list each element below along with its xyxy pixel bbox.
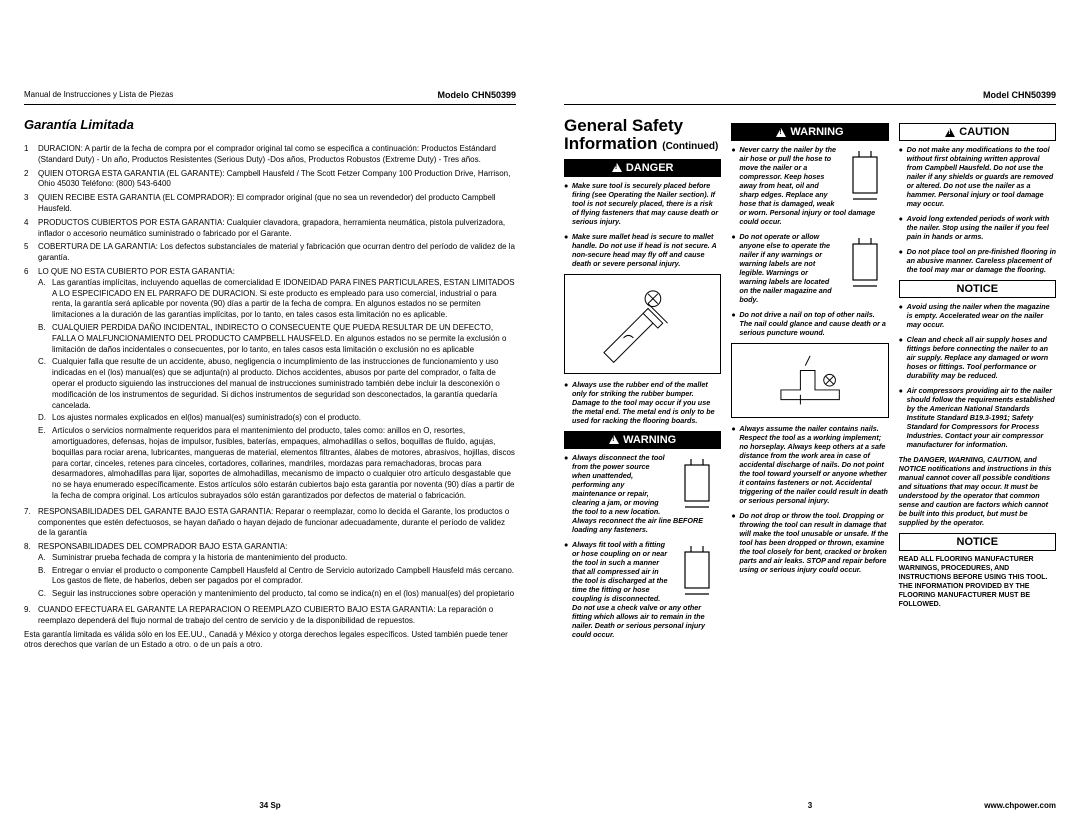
notice-paragraph: The DANGER, WARNING, CAUTION, and NOTICE…	[899, 455, 1056, 527]
title-line2: Information	[564, 134, 658, 153]
warranty-heading: Garantía Limitada	[24, 117, 516, 132]
warranty-item: 8.RESPONSABILIDADES DEL COMPRADOR BAJO E…	[24, 542, 516, 602]
warranty-item: 3QUIEN RECIBE ESTA GARANTIA (EL COMPRADO…	[24, 193, 516, 215]
warning-triangle-icon	[776, 128, 786, 137]
warranty-subitem: C.Seguir las instrucciones sobre operaci…	[38, 589, 516, 600]
model-label-left: Modelo CHN50399	[437, 90, 516, 100]
safety-bullet: ●Air compressors providing air to the na…	[899, 386, 1056, 449]
notice-allcaps: READ ALL FLOORING MANUFACTURER WARNINGS,…	[899, 555, 1056, 610]
warning-label-1: WARNING	[623, 434, 676, 446]
col-3: CAUTION ●Do not make any modifications t…	[899, 117, 1056, 645]
warranty-subitem: C.Cualquier falla que resulte de un acci…	[38, 357, 516, 411]
danger-label: DANGER	[626, 162, 674, 174]
safety-bullet: ●Always use the rubber end of the mallet…	[564, 380, 721, 425]
inline-illustration	[841, 145, 889, 205]
safety-bullet: ●Avoid long extended periods of work wit…	[899, 214, 1056, 241]
warning-triangle-icon	[609, 435, 619, 444]
inline-illustration	[673, 453, 721, 513]
col-1: General Safety Information (Continued) D…	[564, 117, 721, 645]
warranty-closing: Esta garantía limitada es válida sólo en…	[24, 630, 516, 652]
warranty-item: 1DURACION: A partir de la fecha de compr…	[24, 144, 516, 166]
safety-bullet: ●Always assume the nailer contains nails…	[731, 424, 888, 505]
notice-label-2: NOTICE	[957, 536, 999, 548]
col3-caution-list: ●Do not make any modifications to the to…	[899, 145, 1056, 274]
warranty-item: 6LO QUE NO ESTA CUBIERTO POR ESTA GARANT…	[24, 267, 516, 504]
page-number-right: 3	[808, 801, 812, 810]
safety-bullet: ●Do not make any modifications to the to…	[899, 145, 1056, 208]
safety-bullet: ●Do not drive a nail on top of other nai…	[731, 310, 888, 337]
safety-bullet: ●Always fit tool with a fitting or hose …	[564, 540, 721, 639]
illustration-nailer	[731, 343, 888, 418]
manual-title: Manual de Instrucciones y Lista de Pieza…	[24, 90, 173, 100]
warning-box-1: WARNING	[564, 431, 721, 449]
caution-box: CAUTION	[899, 123, 1056, 141]
warranty-subitem: B.CUALQUIER PERDIDA DAÑO INCIDENTAL, IND…	[38, 323, 516, 355]
warranty-subitem: E.Artículos o servicios normalmente requ…	[38, 426, 516, 502]
warranty-list: 1DURACION: A partir de la fecha de compr…	[24, 144, 516, 627]
safety-bullet: ●Do not drop or throw the tool. Dropping…	[731, 511, 888, 574]
warranty-item: 5COBERTURA DE LA GARANTIA: Los defectos …	[24, 242, 516, 264]
safety-bullet: ●Do not operate or allow anyone else to …	[731, 232, 888, 304]
col3-notice-list: ●Avoid using the nailer when the magazin…	[899, 302, 1056, 449]
warranty-item: 2QUIEN OTORGA ESTA GARANTIA (EL GARANTE)…	[24, 169, 516, 191]
warranty-subitem: B.Entregar o enviar el producto o compon…	[38, 566, 516, 588]
caution-label: CAUTION	[959, 126, 1009, 138]
col1-after-illus-list: ●Always use the rubber end of the mallet…	[564, 380, 721, 425]
model-label-right: Model CHN50399	[983, 90, 1056, 100]
left-header: Manual de Instrucciones y Lista de Pieza…	[24, 90, 516, 105]
safety-bullet: ●Always disconnect the tool from the pow…	[564, 453, 721, 534]
right-page: Model CHN50399 General Safety Informatio…	[540, 0, 1080, 834]
warranty-item: 7.RESPONSABILIDADES DEL GARANTE BAJO EST…	[24, 507, 516, 539]
left-page: Manual de Instrucciones y Lista de Pieza…	[0, 0, 540, 834]
title-line1: General Safety	[564, 116, 683, 135]
col2-warning-list-b: ●Always assume the nailer contains nails…	[731, 424, 888, 574]
page-number-left: 34 Sp	[259, 801, 280, 810]
safety-title: General Safety Information (Continued)	[564, 117, 721, 153]
warning-triangle-icon	[612, 163, 622, 172]
col1-warning-list: ●Always disconnect the tool from the pow…	[564, 453, 721, 639]
col-2: WARNING ●Never carry the nailer by the a…	[731, 117, 888, 645]
warranty-subitem: D.Los ajustes normales explicados en el(…	[38, 413, 516, 424]
safety-bullet: ●Make sure tool is securely placed befor…	[564, 181, 721, 226]
right-columns: General Safety Information (Continued) D…	[564, 117, 1056, 645]
warning-box-2: WARNING	[731, 123, 888, 141]
warranty-item: 9.CUANDO EFECTUARA EL GARANTE LA REPARAC…	[24, 605, 516, 627]
illustration-mallet	[564, 274, 721, 374]
warranty-subitem: A.Las garantías implícitas, incluyendo a…	[38, 278, 516, 321]
safety-bullet: ●Avoid using the nailer when the magazin…	[899, 302, 1056, 329]
safety-bullet: ●Make sure mallet head is secure to mall…	[564, 232, 721, 268]
warning-label-2: WARNING	[790, 126, 843, 138]
inline-illustration	[841, 232, 889, 292]
right-header: Model CHN50399	[564, 90, 1056, 105]
notice-box-1: NOTICE	[899, 280, 1056, 298]
notice-label-1: NOTICE	[957, 283, 999, 295]
danger-box: DANGER	[564, 159, 721, 177]
notice-box-2: NOTICE	[899, 533, 1056, 551]
safety-bullet: ●Do not place tool on pre-finished floor…	[899, 247, 1056, 274]
warranty-item: 4PRODUCTOS CUBIERTOS POR ESTA GARANTIA: …	[24, 218, 516, 240]
warning-triangle-icon	[945, 128, 955, 137]
safety-bullet: ●Never carry the nailer by the air hose …	[731, 145, 888, 226]
col1-danger-list: ●Make sure tool is securely placed befor…	[564, 181, 721, 268]
warranty-subitem: A.Suministrar prueba fechada de compra y…	[38, 553, 516, 564]
safety-bullet: ●Clean and check all air supply hoses an…	[899, 335, 1056, 380]
col2-warning-list-a: ●Never carry the nailer by the air hose …	[731, 145, 888, 337]
website-url: www.chpower.com	[984, 801, 1056, 810]
title-continued: (Continued)	[662, 141, 718, 152]
inline-illustration	[673, 540, 721, 600]
